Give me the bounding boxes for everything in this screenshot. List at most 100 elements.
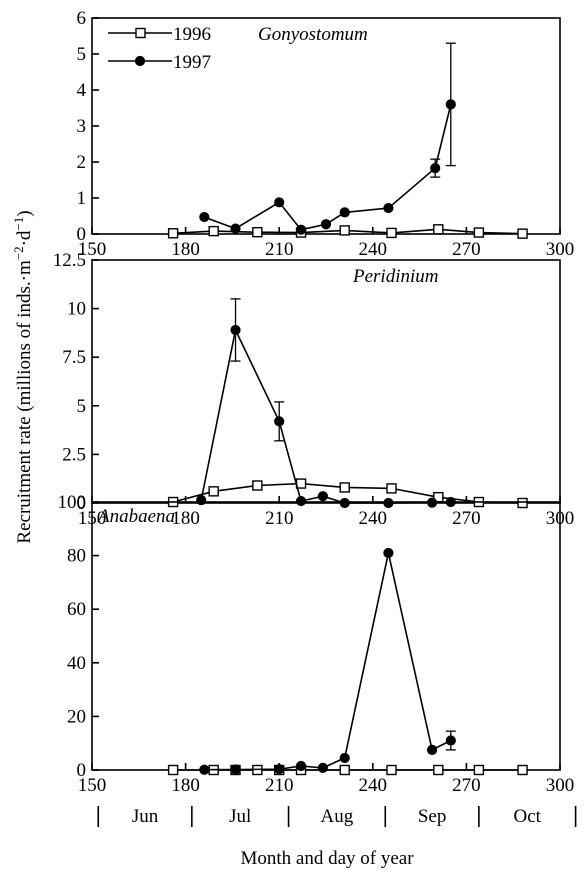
data-point-1997 [230, 324, 241, 336]
data-point-1996 [473, 227, 485, 238]
plots-group: 150 180 210 240 270 300 0 1 2 3 4 5 6 Gonyostomum 1996… [53, 8, 577, 827]
y-tick-label: 2.5 [62, 444, 86, 465]
x-tick-label: 150 [78, 239, 107, 260]
y-tick-label: 12.5 [53, 250, 86, 271]
x-tick-label: 270 [452, 508, 481, 529]
y-tick-label: 80 [67, 546, 86, 567]
y-tick-label: 5 [77, 44, 87, 65]
x-tick-label: 240 [359, 239, 388, 260]
legend-marker-1996 [135, 27, 146, 39]
y-tick-label: 60 [67, 599, 86, 620]
data-point-1997 [383, 497, 394, 509]
y-axis-label-superscript-1: −2 [11, 246, 26, 260]
x-tick-label: 180 [171, 239, 200, 260]
data-point-1997 [274, 764, 285, 775]
data-point-1997 [274, 416, 285, 427]
y-tick-label: 0 [77, 493, 87, 514]
panel-frame [91, 17, 561, 235]
data-point-1997 [320, 219, 332, 230]
data-point-1996 [517, 497, 528, 509]
data-point-1996 [167, 228, 179, 239]
data-point-1997 [274, 197, 285, 208]
x-axis-label: Month and day of year [240, 848, 414, 869]
data-point-1996 [386, 764, 397, 776]
data-point-1997 [199, 211, 210, 223]
y-axis-label: Recruitment rate (millions of inds.·m−2·… [11, 210, 35, 543]
data-point-1996 [167, 764, 179, 776]
x-tick-label: 210 [265, 239, 294, 260]
data-point-1996 [252, 480, 263, 491]
data-point-1996 [208, 486, 219, 497]
data-point-1997 [317, 762, 328, 773]
data-point-1996 [339, 764, 350, 776]
data-point-1996 [433, 224, 444, 235]
data-point-1996 [473, 764, 485, 776]
x-tick-label: 240 [359, 775, 388, 796]
data-point-1997 [339, 752, 350, 764]
panel-title: Peridinium [352, 266, 439, 287]
data-point-1996 [339, 482, 350, 493]
x-tick-label: 240 [359, 508, 388, 529]
month-label: Jun [132, 806, 159, 827]
panel-peridinium: 150 180 210 240 270 30002.557.51012.5Peridini… [53, 250, 575, 529]
panel-frame [91, 501, 561, 771]
data-point-1997 [317, 491, 328, 502]
panel-title: Anabaena [96, 506, 175, 527]
x-tick-label: 300 [546, 239, 575, 260]
x-tick-label: 180 [171, 508, 200, 529]
y-tick-label: 0 [77, 760, 87, 781]
y-tick-label: 5 [77, 396, 87, 417]
month-axis: Jun Jul Aug Sep Oct [97, 806, 577, 827]
month-label: Oct [514, 806, 542, 827]
y-tick-label: 40 [67, 653, 86, 674]
data-point-1996 [517, 228, 528, 239]
y-tick-label: 100 [58, 492, 87, 513]
data-point-1997 [295, 495, 307, 507]
data-point-1997 [295, 224, 307, 235]
data-point-1996 [517, 764, 528, 776]
data-point-1997 [339, 207, 350, 218]
y-tick-label: 0 [77, 224, 87, 245]
y-tick-label: 4 [77, 80, 87, 101]
data-point-1996 [208, 225, 219, 237]
y-tick-label: 10 [67, 299, 86, 320]
data-point-1996 [252, 226, 263, 238]
data-point-1997 [445, 99, 456, 110]
month-label: Sep [418, 806, 447, 827]
data-point-1997 [295, 760, 307, 772]
data-point-1996 [433, 764, 444, 776]
data-point-1996 [386, 483, 397, 494]
data-point-1997 [196, 494, 207, 506]
x-tick-label: 270 [452, 239, 481, 260]
y-tick-label: 1 [77, 188, 87, 209]
y-axis-label-superscript-2: −1 [11, 217, 26, 231]
month-label: Aug [321, 806, 354, 827]
y-axis-label-mid: ·d [14, 230, 35, 246]
data-point-1996 [386, 227, 397, 239]
data-point-1996 [339, 225, 350, 236]
y-axis-label-end: ) [14, 210, 35, 216]
y-tick-label: 20 [67, 706, 86, 727]
data-point-1997 [426, 744, 438, 756]
data-point-1997 [383, 202, 394, 214]
y-tick-label: 3 [77, 116, 87, 137]
data-point-1997 [230, 223, 241, 234]
data-point-1997 [230, 764, 241, 775]
series-line-1997 [204, 104, 452, 231]
y-axis-label-main: Recruitment rate (millions of inds.·m [14, 260, 35, 544]
panel-frame [91, 259, 561, 504]
series-line-1997 [204, 552, 452, 771]
legend: 1996 1997 [108, 24, 211, 73]
x-tick-label: 210 [265, 508, 294, 529]
series-line-1997 [200, 327, 451, 504]
x-tick-label: 270 [452, 775, 481, 796]
x-tick-label: 180 [171, 775, 200, 796]
y-tick-label: 2 [77, 152, 87, 173]
data-point-1997 [199, 764, 210, 775]
legend-label-1997: 1997 [173, 52, 211, 73]
legend-marker-1997 [134, 55, 146, 67]
y-tick-label: 7.5 [62, 347, 86, 368]
x-tick-label: 210 [265, 775, 294, 796]
data-point-1997 [383, 547, 394, 559]
